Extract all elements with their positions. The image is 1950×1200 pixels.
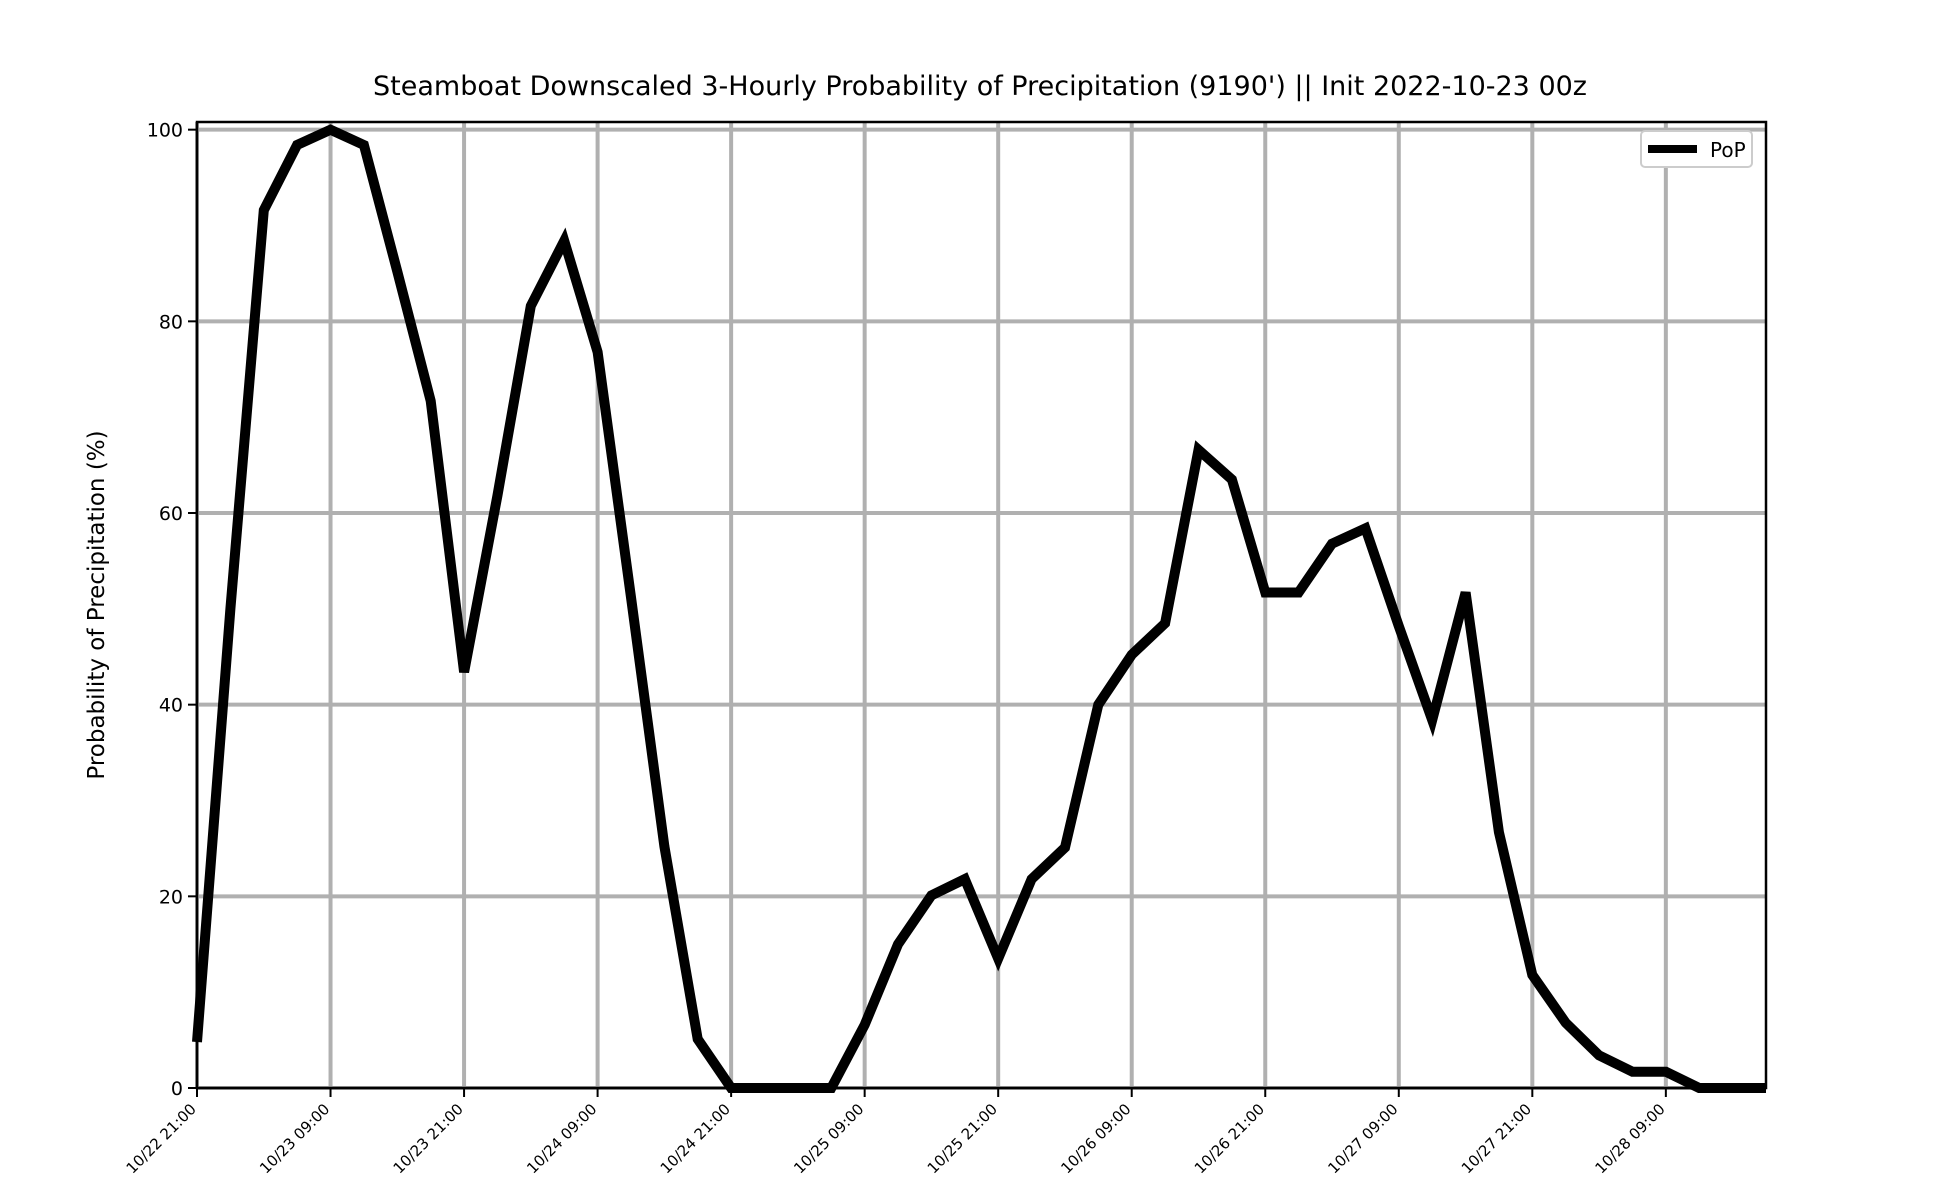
y-tick-label: 40	[159, 695, 183, 717]
series-layer	[192, 124, 1766, 1093]
y-tick-label: 100	[147, 120, 183, 142]
grid-lines	[195, 122, 1766, 1090]
y-tick-label: 0	[171, 1078, 183, 1100]
y-tick-label: 80	[159, 311, 183, 333]
chart-title: Steamboat Downscaled 3-Hourly Probabilit…	[373, 71, 1587, 102]
y-tick-label: 20	[159, 886, 183, 908]
legend: PoP	[1640, 130, 1753, 168]
series-line-pop	[192, 124, 1766, 1093]
y-axis-label: Probability of Precipitation (%)	[84, 430, 110, 779]
y-tick-label: 60	[159, 503, 183, 525]
plot-frame	[195, 120, 1768, 1090]
legend-pop-label: PoP	[1710, 138, 1746, 162]
